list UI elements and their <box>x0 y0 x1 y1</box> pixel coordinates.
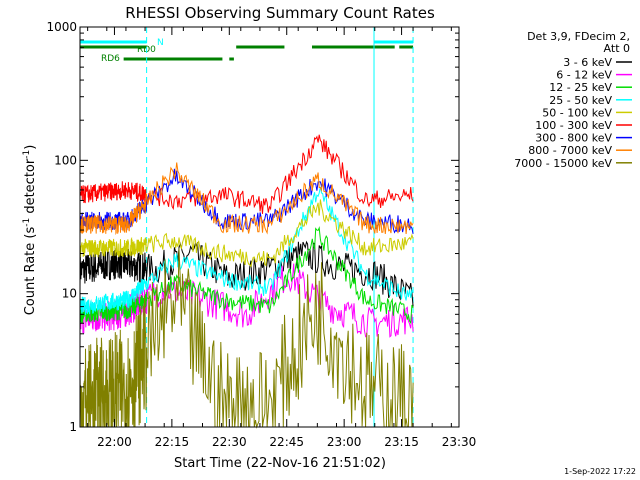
x-tick-label: 22:15 <box>155 435 190 449</box>
legend-label: 7000 - 15000 keV <box>514 157 612 170</box>
x-axis-label: Start Time (22-Nov-16 21:51:02) <box>174 456 386 471</box>
legend-label: 300 - 800 keV <box>535 132 612 145</box>
plot-frame <box>79 26 460 428</box>
series-line <box>146 186 414 301</box>
legend-label: 6 - 12 keV <box>556 69 612 82</box>
legend-label: 100 - 300 keV <box>535 119 612 132</box>
series-line <box>79 181 148 204</box>
flag-label: N <box>157 38 164 48</box>
flag-label: RD6 <box>101 54 120 64</box>
x-tick-label: 23:30 <box>442 435 477 449</box>
series-line <box>79 295 148 428</box>
series-line <box>79 236 148 258</box>
y-tick-label: 1000 <box>46 20 77 34</box>
y-axis-label: Count Rate (s-1 detector-1) <box>22 145 38 316</box>
series-line <box>79 278 148 315</box>
y-label-mid: detector <box>23 158 38 218</box>
legend-header-2: Att 0 <box>604 42 630 55</box>
y-label-end: ) <box>23 145 38 150</box>
y-label-sup2: -1 <box>22 150 32 159</box>
y-tick-label: 100 <box>54 153 77 167</box>
y-label-main: Count Rate (s <box>23 227 38 316</box>
x-tick-label: 22:45 <box>269 435 304 449</box>
x-tick-label: 22:00 <box>97 435 132 449</box>
series-line <box>146 199 414 268</box>
legend-label: 3 - 6 keV <box>563 56 612 69</box>
series-line <box>146 168 414 235</box>
chart-title: RHESSI Observing Summary Count Rates <box>125 4 435 22</box>
timestamp: 1-Sep-2022 17:22 <box>564 467 636 476</box>
y-label-sup1: -1 <box>22 218 32 227</box>
legend-label: 12 - 25 keV <box>549 81 612 94</box>
series-layer <box>79 134 414 429</box>
series-line <box>146 225 414 325</box>
series-line <box>79 193 148 236</box>
series-line <box>146 248 414 429</box>
x-tick-label: 22:30 <box>212 435 247 449</box>
x-tick-label: 23:15 <box>384 435 419 449</box>
legend-label: 25 - 50 keV <box>549 94 612 107</box>
x-axis-ticks: 22:00 22:15 22:30 22:45 23:00 23:15 23:30 <box>87 27 477 449</box>
y-tick-label: 10 <box>62 287 77 301</box>
y-axis-ticks: 1 10 100 1000 <box>46 20 459 434</box>
x-tick-label: 23:00 <box>327 435 362 449</box>
legend-label: 50 - 100 keV <box>542 106 612 119</box>
series-line <box>146 162 414 235</box>
y-tick-label: 1 <box>69 420 77 434</box>
legend-header-1: Det 3,9, FDecim 2, <box>527 30 630 43</box>
legend-label: 800 - 7000 keV <box>528 144 612 157</box>
series-line <box>146 134 414 214</box>
